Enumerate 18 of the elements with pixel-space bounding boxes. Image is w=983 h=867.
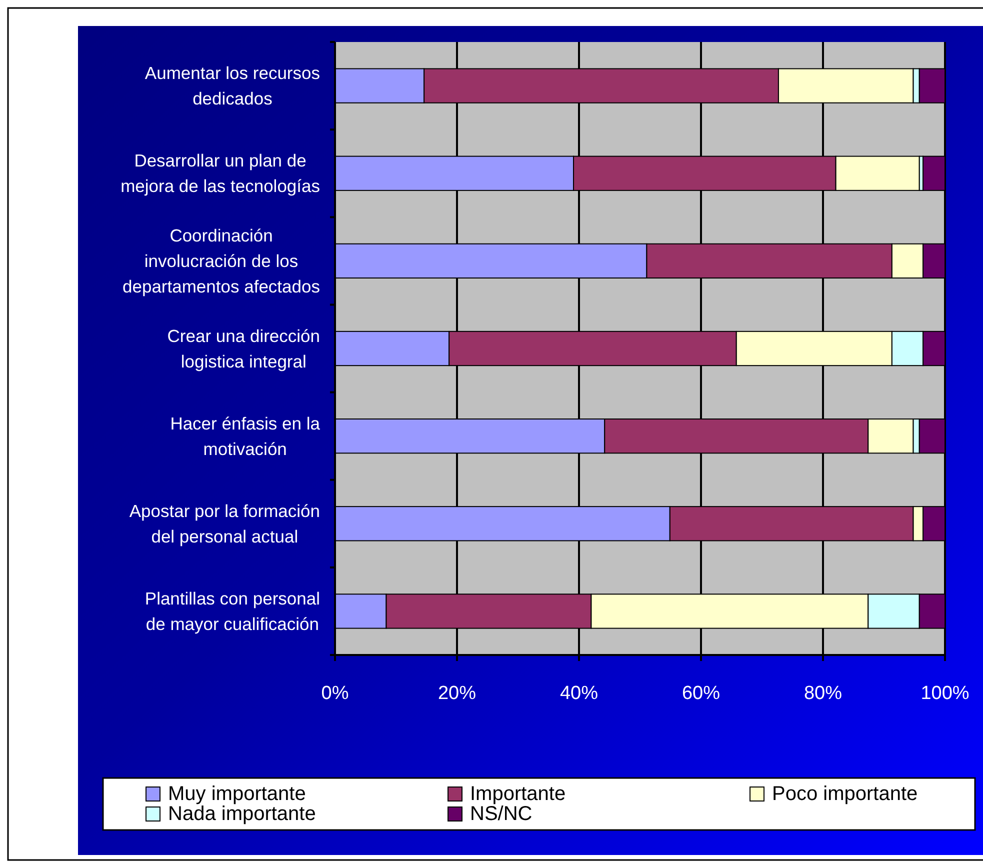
x-tick-label: 20% [438, 683, 476, 704]
x-tick-label: 60% [682, 683, 720, 704]
legend-label: Poco importante [772, 783, 918, 805]
y-tick-label: Coordinación involucración de los departamentos afectados [122, 225, 320, 296]
y-tick-label: Desarrollar un plan de mejora de las tecnologías [120, 150, 320, 196]
x-tick-label: 80% [804, 683, 842, 704]
y-tick-label: Aumentar los recursos dedicados [144, 63, 320, 109]
y-tick-label: Apostar por la formación del personal actual [129, 500, 320, 546]
x-tick-label: 40% [560, 683, 598, 704]
y-tick-label: Plantillas con personal de mayor cualificación [144, 588, 320, 634]
legend-label: Muy importante [168, 783, 306, 805]
legend-label: Nada importante [168, 803, 316, 825]
legend-label: Importante [470, 783, 566, 805]
x-tick-label: 0% [321, 683, 349, 704]
y-tick-label: Crear una dirección logistica integral [167, 326, 320, 372]
legend-label: NS/NC [470, 803, 532, 825]
y-tick-label: Hacer énfasis en la motivación [170, 413, 320, 459]
x-tick-label: 100% [920, 683, 970, 704]
